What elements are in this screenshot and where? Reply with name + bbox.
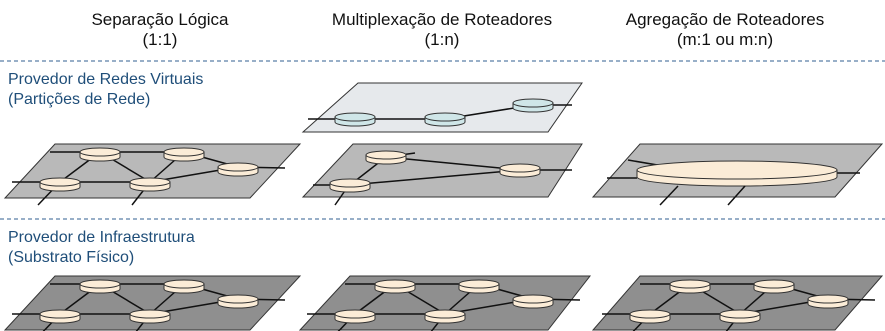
column-title-logical-separation: Separação Lógica (1:1) bbox=[30, 10, 290, 50]
router-top bbox=[458, 279, 500, 289]
column-subtitle-text: (1:n) bbox=[424, 30, 460, 49]
layer-label-line: Provedor de Redes Virtuais bbox=[8, 71, 204, 88]
external-link bbox=[659, 185, 679, 206]
router-top bbox=[669, 279, 711, 289]
virtual-network-provider-label: Provedor de Redes Virtuais (Partições de… bbox=[8, 70, 203, 110]
router-top bbox=[753, 279, 795, 289]
router-top bbox=[163, 279, 205, 289]
router-top bbox=[807, 294, 849, 304]
network-link bbox=[349, 169, 521, 186]
column-title-router-multiplexing: Multiplexação de Roteadores (1:n) bbox=[312, 10, 572, 50]
column-title-text: Multiplexação de Roteadores bbox=[331, 10, 553, 29]
router-top bbox=[512, 98, 554, 108]
column-title-text: Agregação de Roteadores bbox=[625, 10, 825, 29]
external-link bbox=[727, 185, 746, 206]
router-top bbox=[39, 177, 81, 187]
router-top bbox=[129, 177, 171, 187]
router-top bbox=[39, 309, 81, 319]
router-top bbox=[217, 294, 259, 304]
router-top bbox=[719, 309, 761, 319]
router-top bbox=[79, 279, 121, 289]
router-top bbox=[217, 162, 259, 172]
router-top bbox=[424, 112, 466, 122]
router-top bbox=[424, 309, 466, 319]
router-top bbox=[334, 112, 376, 122]
router-top bbox=[163, 147, 205, 157]
layer-label-line: (Partições de Rede) bbox=[8, 91, 151, 108]
column-subtitle-text: (1:1) bbox=[142, 30, 178, 49]
router-top bbox=[499, 163, 541, 173]
router-top bbox=[374, 279, 416, 289]
router-top bbox=[629, 309, 671, 319]
column-subtitle-text: (m:1 ou m:n) bbox=[676, 30, 774, 49]
router-top bbox=[512, 294, 554, 304]
layer-label-line: Provedor de Infraestrutura bbox=[8, 229, 195, 246]
network-link bbox=[385, 156, 521, 171]
router-top bbox=[329, 178, 371, 188]
infrastructure-provider-label: Provedor de Infraestrutura (Substrato Fí… bbox=[8, 228, 195, 268]
column-title-text: Separação Lógica bbox=[91, 10, 229, 29]
router-top bbox=[365, 150, 407, 160]
router-top bbox=[129, 309, 171, 319]
router-top bbox=[79, 147, 121, 157]
column-title-router-aggregation: Agregação de Roteadores (m:1 ou m:n) bbox=[595, 10, 855, 50]
router-top bbox=[636, 160, 838, 180]
router-top bbox=[334, 309, 376, 319]
layer-label-line: (Substrato Físico) bbox=[8, 249, 135, 266]
